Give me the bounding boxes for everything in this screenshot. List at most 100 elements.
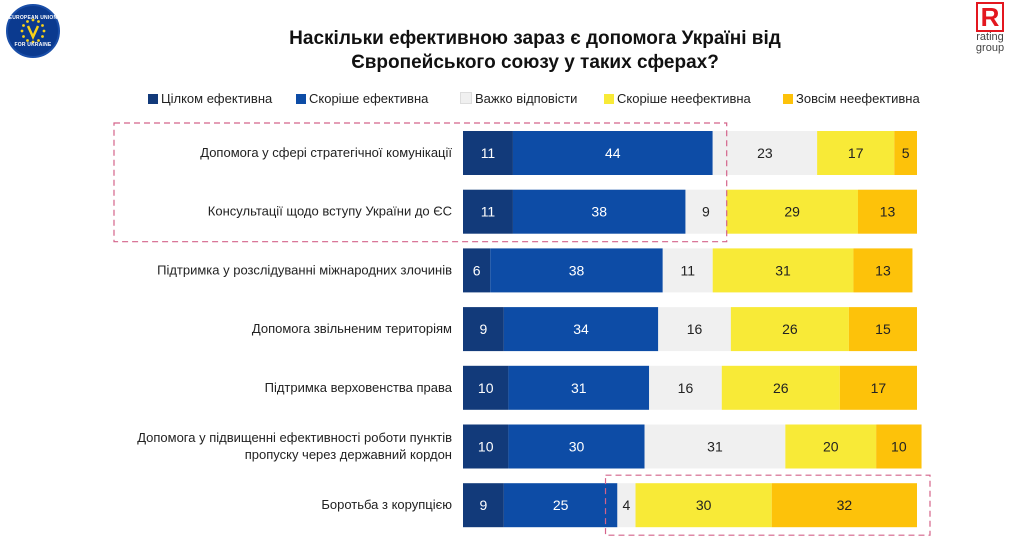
- bar-segment: [508, 365, 650, 410]
- bar-segment: [848, 307, 917, 352]
- data-label: 30: [696, 497, 712, 513]
- bar-segment: [463, 248, 491, 293]
- bar-segment: [785, 424, 877, 469]
- bar-segment: [817, 131, 895, 175]
- data-label: 9: [480, 497, 488, 513]
- data-label: 34: [573, 321, 589, 337]
- bar-segment: [463, 483, 504, 528]
- bar-segment: [876, 424, 922, 469]
- legend-swatch: [296, 94, 306, 104]
- legend-item: Скоріше ефективна: [296, 91, 428, 106]
- legend-label: Зовсім неефективна: [796, 91, 920, 106]
- data-label: 23: [757, 145, 773, 161]
- data-label: 20: [823, 439, 839, 455]
- eu-logo-text-top: EUROPEAN UNION: [8, 15, 58, 21]
- bar-segment: [662, 248, 713, 293]
- data-label: 11: [481, 145, 496, 161]
- data-label: 31: [571, 380, 587, 396]
- data-label: 31: [775, 262, 791, 278]
- legend-item: Скоріше неефективна: [604, 91, 751, 106]
- legend-label: Скоріше ефективна: [309, 91, 429, 106]
- data-label: 11: [680, 262, 695, 278]
- category-label: Підтримка у розслідуванні міжнародних зл…: [157, 262, 452, 277]
- chart-legend: Цілком ефективна Скоріше ефективна Важко…: [0, 91, 1024, 107]
- data-label: 10: [478, 439, 494, 455]
- data-label: 9: [702, 204, 710, 220]
- bar-segment: [712, 131, 818, 175]
- bar-segment: [685, 189, 727, 234]
- data-label: 25: [553, 497, 569, 513]
- data-label: 32: [837, 497, 853, 513]
- legend-label: Важко відповісти: [475, 91, 578, 106]
- data-label: 30: [569, 439, 585, 455]
- bar-segment: [503, 483, 618, 528]
- legend-item: Цілком ефективна: [148, 91, 272, 106]
- legend-label: Скоріше неефективна: [617, 91, 751, 106]
- bar-segment: [463, 424, 509, 469]
- category-label: Підтримка верховенства права: [265, 380, 453, 395]
- rating-group-logo: R rating group: [966, 2, 1014, 54]
- category-label: Консультації щодо вступу України до ЄС: [208, 204, 452, 219]
- bar-segment: [490, 248, 663, 293]
- legend-swatch: [460, 92, 472, 104]
- bar-segment: [463, 307, 504, 352]
- legend-swatch: [783, 94, 793, 104]
- bar-segment: [853, 248, 913, 293]
- data-label: 13: [880, 204, 896, 220]
- category-label: пропуску через державний кордон: [245, 447, 452, 462]
- data-label: 16: [678, 380, 694, 396]
- rating-r-icon: R: [976, 2, 1004, 32]
- bar-segment: [894, 131, 917, 175]
- data-label: 38: [591, 204, 607, 220]
- bar-segment: [503, 307, 659, 352]
- bar-segment: [721, 365, 840, 410]
- data-label: 38: [569, 262, 585, 278]
- data-label: 17: [871, 380, 887, 396]
- legend-item: Зовсім неефективна: [783, 91, 920, 106]
- bar-segment: [649, 365, 722, 410]
- bar-segment: [512, 131, 713, 175]
- chart-title-line-2: Європейського союзу у таких сферах?: [351, 52, 719, 73]
- category-label: Допомога звільненим територіям: [252, 321, 452, 336]
- legend-swatch: [148, 94, 158, 104]
- data-label: 17: [848, 145, 864, 161]
- data-label: 15: [875, 321, 891, 337]
- data-label: 9: [480, 321, 488, 337]
- data-label: 31: [707, 439, 723, 455]
- eu-stars-icon: [20, 18, 46, 44]
- legend-item: Важко відповісти: [460, 91, 577, 106]
- highlight-box: [113, 122, 728, 243]
- data-label: 11: [481, 204, 496, 220]
- bar-segment: [635, 483, 772, 528]
- data-label: 5: [902, 145, 910, 161]
- rating-logo-text-1: rating: [976, 31, 1004, 43]
- bar-segment: [463, 131, 513, 175]
- data-label: 10: [478, 380, 494, 396]
- eu-logo-text-bottom: FOR UKRAINE: [14, 42, 52, 48]
- legend-label: Цілком ефективна: [161, 91, 273, 106]
- chart-title: Наскільки ефективною зараз є допомога Ук…: [140, 27, 930, 75]
- data-label: 6: [473, 262, 481, 278]
- bar-segment: [658, 307, 731, 352]
- bar-segment: [512, 189, 686, 234]
- data-label: 4: [623, 497, 631, 513]
- bar-segment: [463, 365, 509, 410]
- bar-segment: [508, 424, 645, 469]
- category-label: Допомога у підвищенні ефективності робот…: [137, 430, 452, 445]
- bar-segment: [857, 189, 917, 234]
- data-label: 10: [891, 439, 907, 455]
- rating-logo-text-2: group: [975, 42, 1005, 54]
- bar-segment: [839, 365, 917, 410]
- bar-segment: [644, 424, 786, 469]
- data-label: 44: [605, 145, 621, 161]
- bar-segment: [726, 189, 858, 234]
- bar-segment: [463, 189, 513, 234]
- data-label: 29: [784, 204, 800, 220]
- data-label: 26: [782, 321, 798, 337]
- bar-segment: [730, 307, 849, 352]
- bar-segment: [712, 248, 854, 293]
- chart-title-line-1: Наскільки ефективною зараз є допомога Ук…: [289, 28, 781, 49]
- eu-for-ukraine-logo: EUROPEAN UNION FOR UKRAINE: [6, 4, 60, 58]
- data-label: 13: [875, 262, 891, 278]
